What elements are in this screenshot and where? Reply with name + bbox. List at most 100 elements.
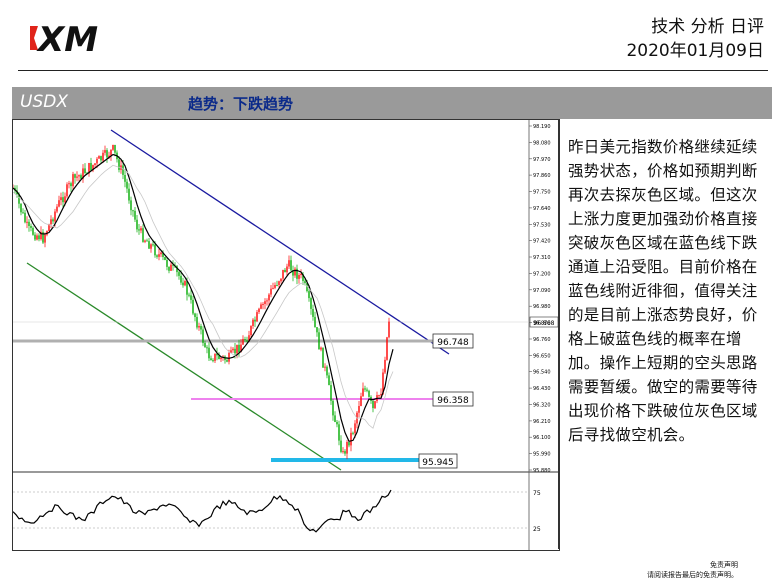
candle-body <box>314 316 316 328</box>
candle-body <box>290 260 292 271</box>
candle-body <box>154 244 156 256</box>
candle-body <box>138 229 140 231</box>
candle-body <box>232 348 234 351</box>
candle-body <box>38 235 40 240</box>
level-label-3: 95.945 <box>422 458 454 468</box>
candle-body <box>340 440 342 452</box>
candle-body <box>276 285 278 286</box>
price-axis-tick: 97.530 <box>533 222 551 228</box>
price-axis-tick: 96.980 <box>533 304 551 310</box>
candle-body <box>132 210 134 212</box>
symbol-band: USDX 趋势：下跌趋势 <box>12 87 772 119</box>
candle-body <box>294 268 296 276</box>
candle-body <box>18 194 20 204</box>
candle-body <box>366 389 368 391</box>
candle-body <box>216 353 218 356</box>
candle-body <box>156 255 158 257</box>
candle-body <box>54 211 56 222</box>
candle-body <box>176 266 178 273</box>
candle-body <box>278 281 280 285</box>
candle-body <box>188 294 190 296</box>
price-axis-tick: 98.080 <box>533 140 551 146</box>
candle-body <box>240 344 242 353</box>
candle-body <box>360 396 362 406</box>
candle-body <box>212 360 214 362</box>
candle-body <box>368 390 370 397</box>
candle-body <box>162 252 164 257</box>
candle-body <box>358 406 360 413</box>
oscillator-line <box>13 489 392 533</box>
candle-body <box>326 366 328 376</box>
price-axis-tick: 97.860 <box>533 173 551 179</box>
candle-body <box>288 260 290 267</box>
candle-body <box>298 275 300 279</box>
candle-body <box>60 197 62 201</box>
candle-body <box>56 206 58 212</box>
candle-body <box>42 231 44 243</box>
candle-body <box>252 319 254 326</box>
price-axis-tick: 95.990 <box>533 452 551 458</box>
level-label-box-1 <box>432 333 474 349</box>
candle-body <box>98 156 100 159</box>
price-axis-tick: 96.430 <box>533 386 551 392</box>
candle-body <box>374 401 376 409</box>
candle-body <box>346 442 348 454</box>
candle-body <box>36 235 38 240</box>
candle-body <box>142 228 144 242</box>
candle-body <box>210 358 212 361</box>
candle-body <box>364 388 366 390</box>
candle-body <box>140 228 142 231</box>
candle-body <box>158 254 160 257</box>
candle-body <box>378 395 380 397</box>
candle-body <box>242 339 244 345</box>
candle-body <box>256 312 258 322</box>
candle-body <box>362 388 364 397</box>
candle-body <box>282 269 284 279</box>
candle-body <box>182 282 184 286</box>
candle-body <box>272 287 274 289</box>
candle-body <box>84 168 86 173</box>
candle-body <box>284 269 286 273</box>
candle-body <box>236 344 238 354</box>
candle-body <box>264 301 266 304</box>
panel-divider <box>558 119 559 549</box>
candle-body <box>316 327 318 333</box>
candle-body <box>30 226 32 228</box>
candle-body <box>122 165 124 175</box>
candle-body <box>228 352 230 362</box>
candle-body <box>74 174 76 178</box>
candle-body <box>62 197 64 203</box>
candle-body <box>254 319 256 322</box>
candle-body <box>102 152 104 161</box>
candle-body <box>388 321 390 338</box>
price-axis-tick: 96.540 <box>533 370 551 376</box>
channel-lower-line <box>26 262 342 471</box>
level-label-box-3 <box>418 453 458 469</box>
candle-body <box>184 281 186 286</box>
candle-body <box>90 163 92 171</box>
candle-body <box>248 335 250 342</box>
candle-body <box>204 342 206 348</box>
candle-body <box>266 300 268 302</box>
candle-body <box>52 219 54 222</box>
report-date: 2020年01月09日 <box>626 41 764 61</box>
price-axis-tick: 97.200 <box>533 271 551 277</box>
candle-body <box>334 415 336 422</box>
candle-body <box>286 266 288 273</box>
candle-body <box>372 401 374 409</box>
candle-body <box>40 231 42 240</box>
current-price-label: 96.868 <box>534 320 555 327</box>
candle-body <box>308 291 310 299</box>
candle-body <box>130 200 132 211</box>
candle-body <box>68 183 70 185</box>
candle-body <box>126 181 128 189</box>
candle-body <box>200 326 202 330</box>
candle-body <box>118 159 120 170</box>
candle-body <box>274 285 276 288</box>
candle-body <box>198 326 200 328</box>
candle-body <box>170 264 172 271</box>
header-divider <box>18 70 768 71</box>
candle-body <box>76 176 78 178</box>
candle-body <box>214 353 216 361</box>
candle-body <box>20 203 22 213</box>
